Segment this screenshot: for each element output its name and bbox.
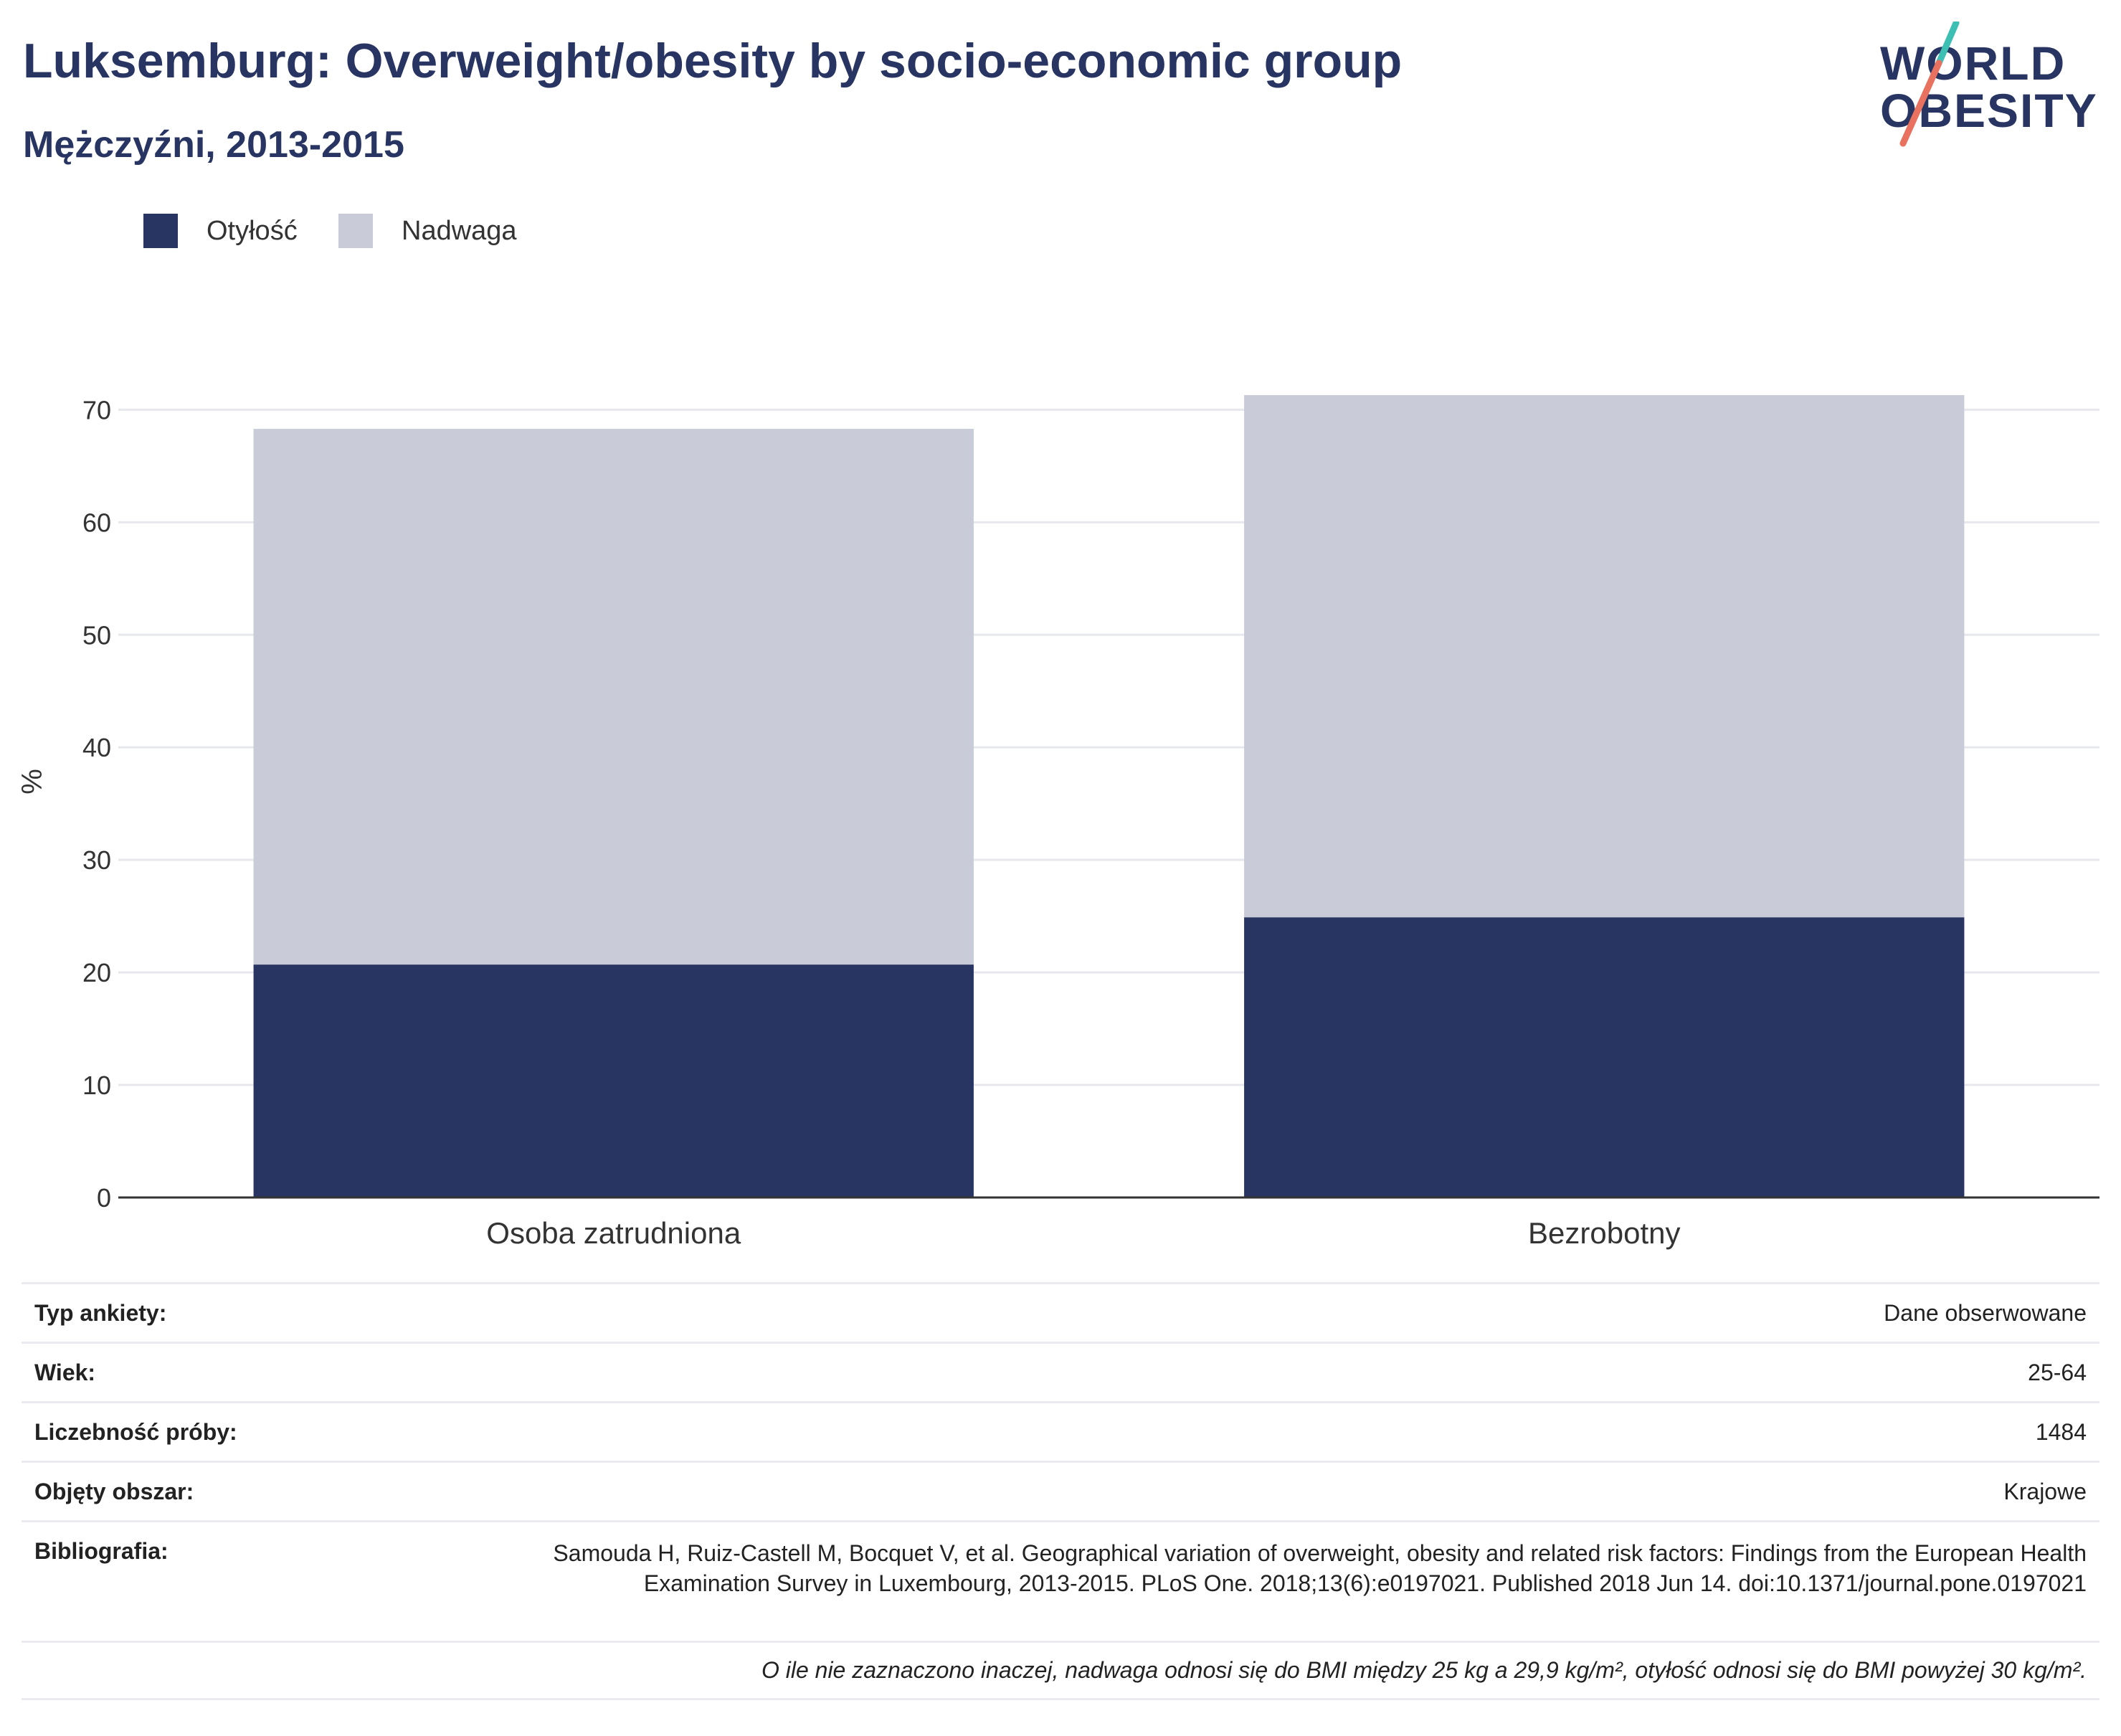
y-axis-title: %	[16, 769, 48, 795]
y-tick-label: 0	[97, 1183, 111, 1213]
y-tick-label: 30	[82, 845, 111, 875]
info-row-bibliography: Bibliografia: Samouda H, Ruiz-Castell M,…	[22, 1520, 2099, 1641]
bibliography-text: Samouda H, Ruiz-Castell M, Bocquet V, et…	[553, 1540, 2087, 1596]
info-row-age: Wiek: 25-64	[22, 1342, 2099, 1401]
y-tick-label: 40	[82, 733, 111, 762]
info-row-area-covered: Objęty obszar: Krajowe	[22, 1461, 2099, 1520]
info-label: Bibliografia:	[34, 1538, 169, 1564]
y-tick-label: 10	[82, 1071, 111, 1100]
x-category-label: Bezrobotny	[1528, 1216, 1680, 1250]
logo-slash-icon	[1899, 22, 1960, 147]
y-tick-label: 70	[82, 395, 111, 424]
survey-info-table: Typ ankiety: Dane obserwowane Wiek: 25-6…	[22, 1282, 2099, 1700]
legend-swatch-obesity	[143, 214, 178, 248]
legend-swatch-overweight	[338, 214, 373, 248]
logo-line-1: WORLD	[1880, 37, 2067, 90]
info-row-sample-size: Liczebność próby: 1484	[22, 1401, 2099, 1461]
bar-overweight[interactable]	[1244, 394, 1965, 918]
legend-label-overweight: Nadwaga	[402, 215, 517, 246]
info-label: Typ ankiety:	[34, 1299, 167, 1326]
info-label: Objęty obszar:	[34, 1478, 194, 1504]
legend-item-obesity[interactable]: Otyłość	[143, 212, 298, 250]
world-obesity-logo: WORLD OBESITY	[1871, 22, 2108, 151]
y-tick-label: 60	[82, 508, 111, 537]
info-value: Dane obserwowane	[1884, 1299, 2087, 1326]
y-axis-ticks: 0 10 20 30 40 50 60 70	[82, 395, 111, 1213]
definition-note: O ile nie zaznaczono inaczej, nadwaga od…	[761, 1657, 2087, 1683]
bars	[253, 394, 1965, 1197]
y-tick-label: 20	[82, 958, 111, 987]
bar-obesity[interactable]	[1244, 917, 1965, 1197]
bar-chart: 0 10 20 30 40 50 60 70 Osoba zatrudniona Bezrobo…	[16, 394, 2099, 1250]
x-axis-labels: Osoba zatrudniona Bezrobotny	[486, 1216, 1680, 1250]
legend-item-overweight[interactable]: Nadwaga	[338, 212, 517, 250]
chart-subtitle: Mężczyźni, 2013-2015	[23, 124, 404, 166]
legend-label-obesity: Otyłość	[207, 215, 298, 246]
chart-title: Luksemburg: Overweight/obesity by socio-…	[23, 34, 1403, 88]
info-value: 25-64	[2028, 1359, 2087, 1385]
info-row-note: O ile nie zaznaczono inaczej, nadwaga od…	[22, 1641, 2099, 1700]
info-value: 1484	[2035, 1418, 2087, 1445]
bar-obesity[interactable]	[253, 964, 974, 1197]
info-row-survey-type: Typ ankiety: Dane obserwowane	[22, 1282, 2099, 1342]
info-value: Krajowe	[2003, 1478, 2087, 1504]
info-label: Liczebność próby:	[34, 1418, 237, 1445]
bar-overweight[interactable]	[253, 429, 974, 965]
info-label: Wiek:	[34, 1359, 96, 1385]
y-tick-label: 50	[82, 620, 111, 650]
x-category-label: Osoba zatrudniona	[486, 1216, 741, 1250]
